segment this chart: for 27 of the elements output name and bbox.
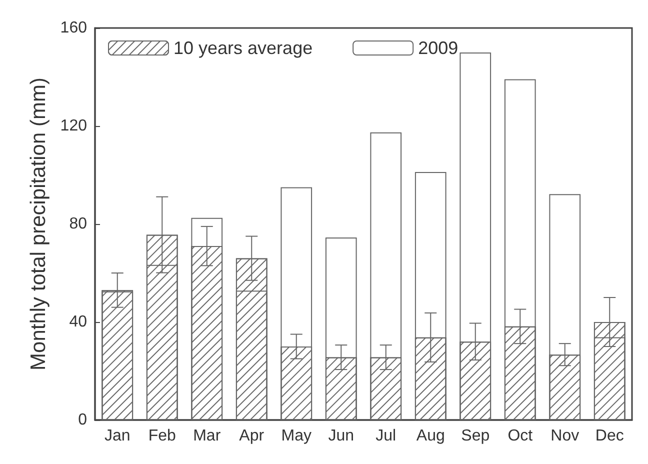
bar <box>414 172 446 420</box>
x-tick-label: Jun <box>328 428 354 444</box>
x-tick-label: Dec <box>595 428 624 444</box>
bar <box>280 187 312 420</box>
y-tick-label: 160 <box>60 20 88 36</box>
legend-label: 2009 <box>418 38 458 58</box>
x-tick-label: Aug <box>416 428 445 444</box>
x-tick-label: Jan <box>104 428 130 444</box>
y-tick-label: 0 <box>78 412 88 428</box>
x-tick-label: Feb <box>148 428 176 444</box>
x-tick-label: Oct <box>508 428 534 444</box>
y-tick-label: 120 <box>60 118 88 134</box>
x-tick-label: May <box>281 428 312 444</box>
bar <box>549 194 581 420</box>
bar <box>460 52 492 420</box>
legend-label: 10 years average <box>174 38 313 58</box>
x-tick-label: Nov <box>550 428 580 444</box>
y-tick-label: 40 <box>69 314 88 330</box>
x-tick-label: Sep <box>461 428 490 444</box>
bar <box>325 237 357 420</box>
x-tick-label: Jul <box>376 428 396 444</box>
bar <box>370 132 402 420</box>
x-tick-label: Apr <box>239 428 265 444</box>
y-tick-label: 80 <box>69 216 88 232</box>
y-axis-title: Monthly total precipitation (mm) <box>27 78 50 370</box>
bar <box>504 79 536 420</box>
x-tick-label: Mar <box>193 428 222 444</box>
